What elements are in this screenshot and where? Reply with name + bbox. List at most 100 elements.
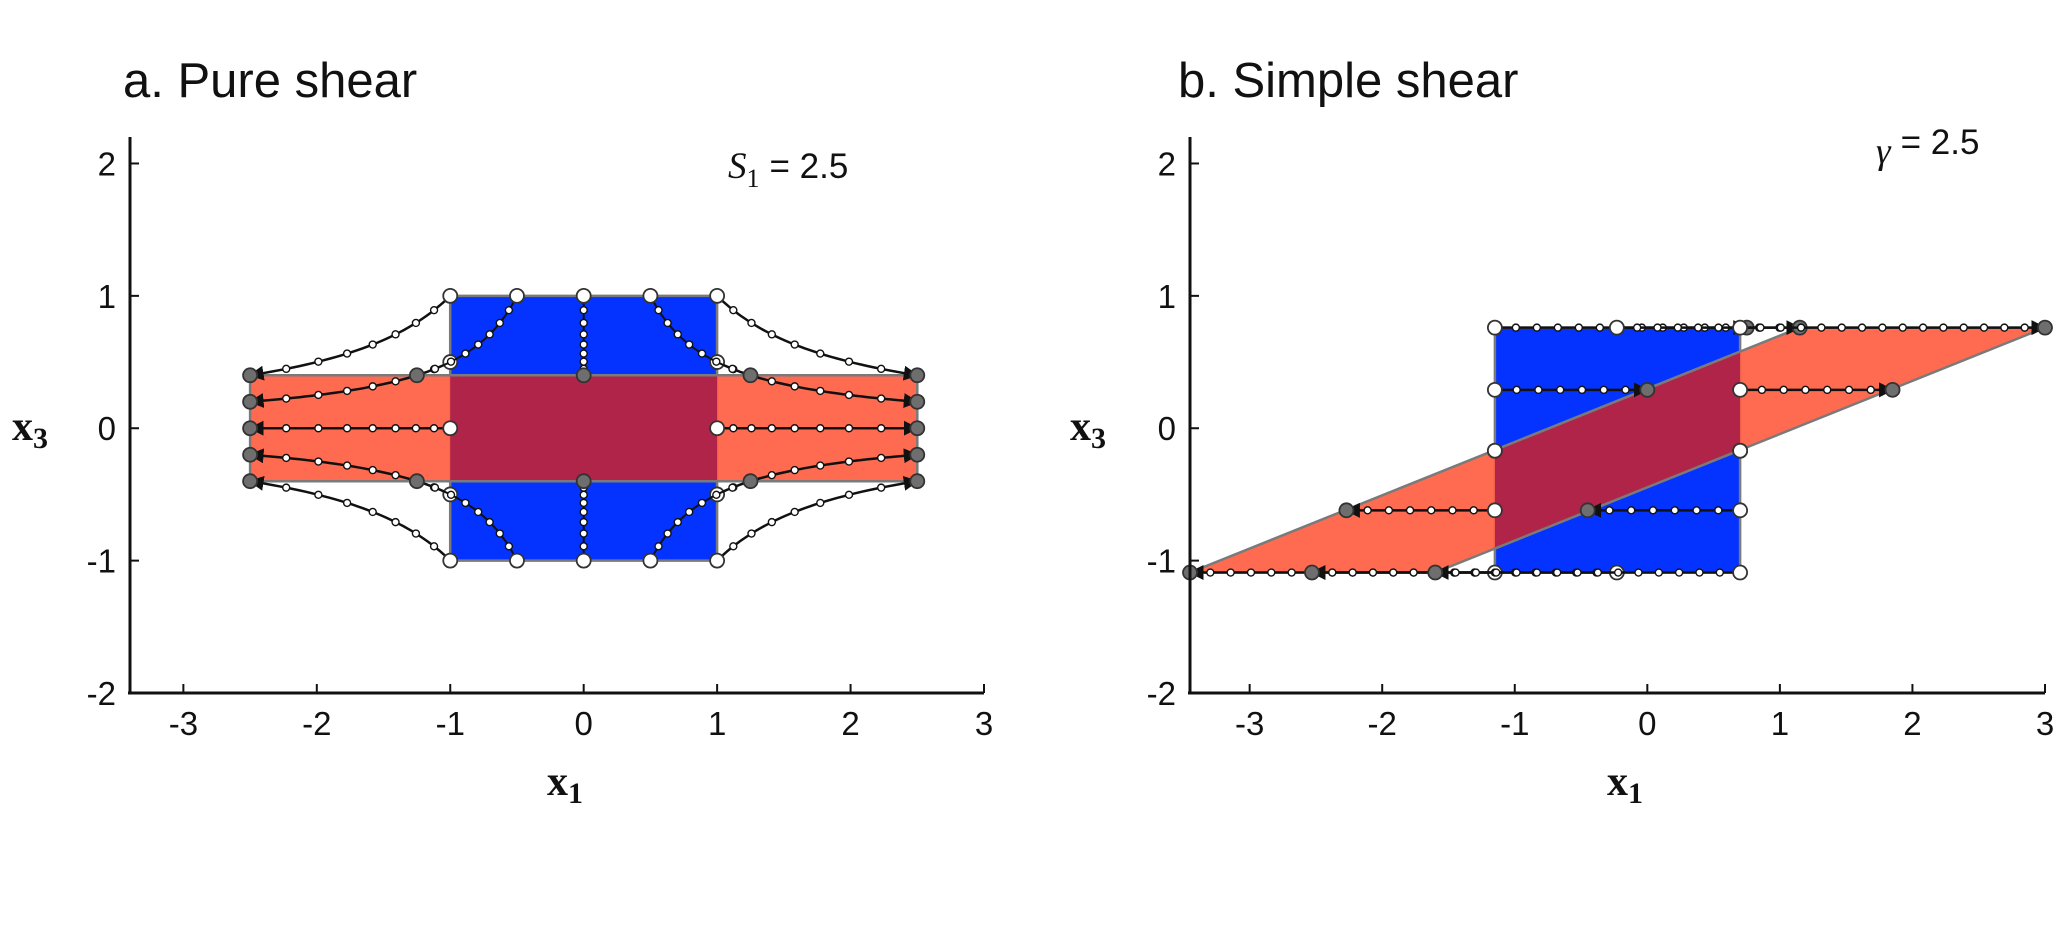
start-point xyxy=(442,420,459,437)
path-marker xyxy=(579,490,588,500)
y-tick-label: 1 xyxy=(1158,278,1176,315)
y-tick-label: -2 xyxy=(87,675,116,712)
particle-path xyxy=(709,287,926,384)
start-point xyxy=(642,287,659,304)
panel-title: b. Simple shear xyxy=(1178,54,1518,108)
path-marker xyxy=(1715,568,1724,577)
path-marker xyxy=(876,364,886,374)
start-point xyxy=(1486,381,1503,398)
path-marker xyxy=(747,318,756,328)
path-marker xyxy=(1857,323,1867,332)
path-marker xyxy=(429,542,439,551)
path-marker xyxy=(473,340,483,349)
path-line xyxy=(248,475,452,562)
path-marker xyxy=(816,498,825,508)
x-tick-label: -2 xyxy=(302,705,331,742)
path-marker xyxy=(446,357,456,366)
x-tick-label: -3 xyxy=(1235,705,1264,742)
path-marker xyxy=(1405,506,1415,515)
particle-path xyxy=(575,287,592,384)
path-marker xyxy=(673,517,682,527)
x-tick-label: 0 xyxy=(575,705,593,742)
path-marker xyxy=(1796,323,1806,332)
end-point xyxy=(242,473,258,490)
path-marker xyxy=(1692,506,1701,515)
particle-path xyxy=(575,473,592,569)
path-marker xyxy=(1714,506,1723,515)
start-point xyxy=(1732,502,1749,519)
path-marker xyxy=(747,529,756,538)
path-marker xyxy=(1512,385,1521,395)
x-tick-label: 3 xyxy=(2036,705,2054,742)
path-marker xyxy=(1776,323,1785,332)
path-marker xyxy=(579,542,588,551)
end-point xyxy=(909,393,926,410)
path-marker xyxy=(767,377,777,386)
path-marker xyxy=(485,330,494,339)
annotation-value: = 2.5 xyxy=(770,147,849,186)
y-axis-label-main: x xyxy=(1070,404,1091,450)
path-marker xyxy=(391,470,400,480)
particle-path xyxy=(1732,381,1901,398)
path-marker xyxy=(1595,323,1605,332)
path-marker xyxy=(1599,385,1608,395)
path-marker xyxy=(816,461,825,470)
path-marker xyxy=(504,305,514,315)
path-marker xyxy=(712,490,721,500)
path-marker xyxy=(1670,506,1679,515)
start-point xyxy=(442,287,459,304)
path-marker xyxy=(1226,568,1235,577)
path-marker xyxy=(1866,385,1875,395)
path-marker xyxy=(495,529,504,538)
path-marker xyxy=(844,424,854,433)
path-marker xyxy=(314,424,323,433)
x-tick-label: -1 xyxy=(436,705,465,742)
end-point xyxy=(909,367,926,384)
path-marker xyxy=(281,424,291,433)
end-point xyxy=(575,367,592,384)
path-marker xyxy=(342,349,352,358)
path-marker xyxy=(790,465,799,475)
path-marker xyxy=(411,424,421,433)
path-marker xyxy=(729,542,738,551)
particle-path xyxy=(408,287,525,384)
path-marker xyxy=(816,386,825,396)
particle-path xyxy=(1338,502,1503,519)
path-marker xyxy=(816,424,825,433)
path-marker xyxy=(876,483,886,492)
simple-shear-panel: b. Simple shear -3 -2 -1 0 1 2 3 -2 -1 0 1 2 γ = 2.5… xyxy=(1070,54,2054,810)
path-marker xyxy=(654,542,663,551)
path-marker xyxy=(1695,568,1704,577)
path-marker xyxy=(429,424,439,433)
end-point xyxy=(242,446,258,463)
annotation-symbol: γ xyxy=(1876,131,1892,172)
particle-path xyxy=(1732,442,1749,459)
path-marker xyxy=(1384,506,1394,515)
path-marker xyxy=(579,529,588,538)
path-marker xyxy=(1837,323,1846,332)
strain-annotation: S1 = 2.5 xyxy=(728,146,848,193)
overlap-region xyxy=(1494,327,1741,573)
plot-area xyxy=(242,287,926,569)
y-tick-label: 2 xyxy=(98,145,116,182)
x-tick-label: -3 xyxy=(169,705,198,742)
path-marker xyxy=(579,357,588,366)
path-marker xyxy=(368,465,377,475)
path-marker xyxy=(1511,323,1521,332)
path-marker xyxy=(729,424,738,433)
y-tick-label: 0 xyxy=(1158,410,1176,447)
end-point xyxy=(909,446,926,463)
path-marker xyxy=(1817,323,1826,332)
path-marker xyxy=(1577,385,1587,395)
y-axis-label: x3 xyxy=(12,404,48,455)
path-marker xyxy=(767,517,777,527)
path-marker xyxy=(368,424,377,433)
path-marker xyxy=(816,349,825,358)
path-marker xyxy=(1605,506,1614,515)
axis-ticks: -3 -2 -1 0 1 2 3 -2 -1 0 1 2 xyxy=(87,145,994,742)
end-point xyxy=(408,367,425,384)
path-marker xyxy=(697,349,707,358)
path-marker xyxy=(673,330,682,339)
